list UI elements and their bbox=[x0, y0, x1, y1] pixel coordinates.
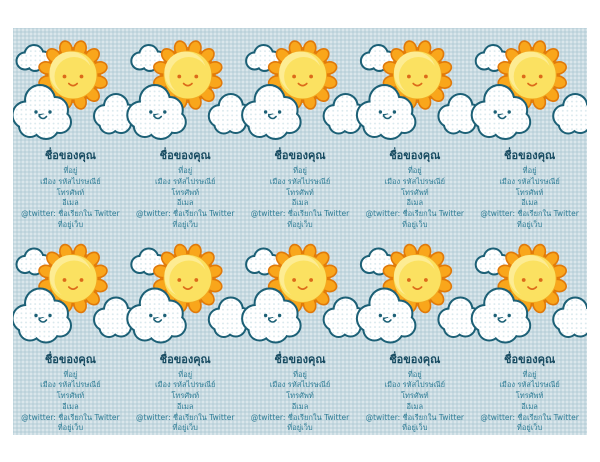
card-phone-field[interactable]: โทรศัพท์ bbox=[56, 391, 85, 401]
card-email-field[interactable]: อีเมล bbox=[62, 401, 79, 411]
card-name-field[interactable]: ชื่อของคุณ bbox=[274, 352, 326, 366]
card-name-field[interactable]: ชื่อของคุณ bbox=[44, 352, 96, 366]
card-email-field[interactable]: อีเมล bbox=[62, 198, 79, 208]
card-twitter-field[interactable]: @twitter: ชื่อเรียกใน Twitter bbox=[21, 412, 120, 422]
card-email-field[interactable]: อีเมล bbox=[176, 198, 194, 208]
card-text-grid: ชื่อของคุณ ที่อยู่ เมือง รหัสไปรษณีย์ โท… bbox=[13, 28, 587, 435]
card-website-field[interactable]: ที่อยู่เว็บ bbox=[287, 219, 313, 229]
card-twitter-field[interactable]: @twitter: ชื่อเรียกใน Twitter bbox=[480, 209, 579, 219]
card-phone-field[interactable]: โทรศัพท์ bbox=[400, 391, 429, 401]
card-name-field[interactable]: ชื่อของคุณ bbox=[504, 149, 556, 162]
card-twitter-field[interactable]: @twitter: ชื่อเรียกใน Twitter bbox=[135, 412, 235, 422]
card-address-field[interactable]: ที่อยู่ bbox=[407, 166, 422, 175]
card-city-postal-field[interactable]: เมือง รหัสไปรษณีย์ bbox=[499, 176, 560, 186]
card-city-postal-field[interactable]: เมือง รหัสไปรษณีย์ bbox=[384, 380, 446, 390]
card-name-field[interactable]: ชื่อของคุณ bbox=[159, 149, 211, 162]
card-phone-field[interactable]: โทรศัพท์ bbox=[171, 187, 200, 197]
business-card[interactable]: ชื่อของคุณ ที่อยู่ เมือง รหัสไปรษณีย์ โท… bbox=[357, 232, 472, 436]
card-city-postal-field[interactable]: เมือง รหัสไปรษณีย์ bbox=[384, 176, 446, 186]
card-website-field[interactable]: ที่อยู่เว็บ bbox=[57, 219, 84, 229]
card-address-field[interactable]: ที่อยู่ bbox=[522, 166, 537, 175]
card-email-field[interactable]: อีเมล bbox=[406, 401, 424, 411]
business-card[interactable]: ชื่อของคุณ ที่อยู่ เมือง รหัสไปรษณีย์ โท… bbox=[472, 28, 587, 232]
card-email-field[interactable]: อีเมล bbox=[406, 198, 424, 208]
business-card[interactable]: ชื่อของคุณ ที่อยู่ เมือง รหัสไปรษณีย์ โท… bbox=[128, 232, 243, 436]
card-phone-field[interactable]: โทรศัพท์ bbox=[286, 187, 314, 197]
card-name-field[interactable]: ชื่อของคุณ bbox=[504, 352, 556, 366]
card-name-field[interactable]: ชื่อของคุณ bbox=[44, 149, 96, 162]
card-address-field[interactable]: ที่อยู่ bbox=[522, 369, 537, 379]
business-card[interactable]: ชื่อของคุณ ที่อยู่ เมือง รหัสไปรษณีย์ โท… bbox=[13, 28, 128, 232]
card-address-field[interactable]: ที่อยู่ bbox=[63, 369, 78, 379]
card-city-postal-field[interactable]: เมือง รหัสไปรษณีย์ bbox=[269, 380, 331, 390]
business-card[interactable]: ชื่อของคุณ ที่อยู่ เมือง รหัสไปรษณีย์ โท… bbox=[357, 28, 472, 232]
card-website-field[interactable]: ที่อยู่เว็บ bbox=[172, 423, 198, 433]
business-card[interactable]: ชื่อของคุณ ที่อยู่ เมือง รหัสไปรษณีย์ โท… bbox=[128, 28, 243, 232]
card-name-field[interactable]: ชื่อของคุณ bbox=[389, 352, 441, 366]
card-address-field[interactable]: ที่อยู่ bbox=[178, 369, 193, 379]
card-phone-field[interactable]: โทรศัพท์ bbox=[400, 187, 429, 197]
card-twitter-field[interactable]: @twitter: ชื่อเรียกใน Twitter bbox=[480, 412, 579, 422]
card-name-field[interactable]: ชื่อของคุณ bbox=[274, 149, 326, 162]
card-address-field[interactable]: ที่อยู่ bbox=[178, 166, 193, 175]
card-city-postal-field[interactable]: เมือง รหัสไปรษณีย์ bbox=[40, 176, 101, 186]
card-twitter-field[interactable]: @twitter: ชื่อเรียกใน Twitter bbox=[250, 209, 350, 219]
card-phone-field[interactable]: โทรศัพท์ bbox=[171, 391, 200, 401]
card-email-field[interactable]: อีเมล bbox=[291, 401, 309, 411]
card-address-field[interactable]: ที่อยู่ bbox=[293, 369, 307, 379]
card-name-field[interactable]: ชื่อของคุณ bbox=[159, 352, 211, 366]
card-email-field[interactable]: อีเมล bbox=[521, 401, 538, 411]
card-website-field[interactable]: ที่อยู่เว็บ bbox=[516, 423, 543, 433]
card-city-postal-field[interactable]: เมือง รหัสไปรษณีย์ bbox=[269, 176, 331, 186]
card-twitter-field[interactable]: @twitter: ชื่อเรียกใน Twitter bbox=[250, 412, 350, 422]
card-phone-field[interactable]: โทรศัพท์ bbox=[515, 391, 544, 401]
card-sheet-canvas: ชื่อของคุณ ที่อยู่ เมือง รหัสไปรษณีย์ โท… bbox=[13, 28, 587, 435]
card-city-postal-field[interactable]: เมือง รหัสไปรษณีย์ bbox=[154, 176, 216, 186]
card-phone-field[interactable]: โทรศัพท์ bbox=[286, 391, 314, 401]
card-twitter-field[interactable]: @twitter: ชื่อเรียกใน Twitter bbox=[365, 412, 465, 422]
card-city-postal-field[interactable]: เมือง รหัสไปรษณีย์ bbox=[40, 380, 101, 390]
card-city-postal-field[interactable]: เมือง รหัสไปรษณีย์ bbox=[499, 380, 560, 390]
card-name-field[interactable]: ชื่อของคุณ bbox=[389, 149, 441, 162]
card-twitter-field[interactable]: @twitter: ชื่อเรียกใน Twitter bbox=[135, 209, 235, 219]
card-website-field[interactable]: ที่อยู่เว็บ bbox=[287, 423, 313, 433]
card-website-field[interactable]: ที่อยู่เว็บ bbox=[402, 423, 428, 433]
business-card[interactable]: ชื่อของคุณ ที่อยู่ เมือง รหัสไปรษณีย์ โท… bbox=[472, 232, 587, 436]
business-card[interactable]: ชื่อของคุณ ที่อยู่ เมือง รหัสไปรษณีย์ โท… bbox=[243, 232, 358, 436]
card-email-field[interactable]: อีเมล bbox=[176, 401, 194, 411]
card-phone-field[interactable]: โทรศัพท์ bbox=[515, 187, 544, 197]
card-website-field[interactable]: ที่อยู่เว็บ bbox=[172, 219, 198, 229]
business-card[interactable]: ชื่อของคุณ ที่อยู่ เมือง รหัสไปรษณีย์ โท… bbox=[13, 232, 128, 436]
card-website-field[interactable]: ที่อยู่เว็บ bbox=[516, 219, 543, 229]
card-address-field[interactable]: ที่อยู่ bbox=[293, 166, 307, 175]
card-website-field[interactable]: ที่อยู่เว็บ bbox=[402, 219, 428, 229]
card-email-field[interactable]: อีเมล bbox=[521, 198, 538, 208]
card-twitter-field[interactable]: @twitter: ชื่อเรียกใน Twitter bbox=[365, 209, 465, 219]
business-card[interactable]: ชื่อของคุณ ที่อยู่ เมือง รหัสไปรษณีย์ โท… bbox=[243, 28, 358, 232]
card-twitter-field[interactable]: @twitter: ชื่อเรียกใน Twitter bbox=[21, 209, 120, 219]
card-address-field[interactable]: ที่อยู่ bbox=[63, 166, 78, 175]
card-address-field[interactable]: ที่อยู่ bbox=[407, 369, 422, 379]
card-website-field[interactable]: ที่อยู่เว็บ bbox=[57, 423, 84, 433]
card-city-postal-field[interactable]: เมือง รหัสไปรษณีย์ bbox=[154, 380, 216, 390]
card-phone-field[interactable]: โทรศัพท์ bbox=[56, 187, 85, 197]
card-email-field[interactable]: อีเมล bbox=[291, 198, 309, 208]
